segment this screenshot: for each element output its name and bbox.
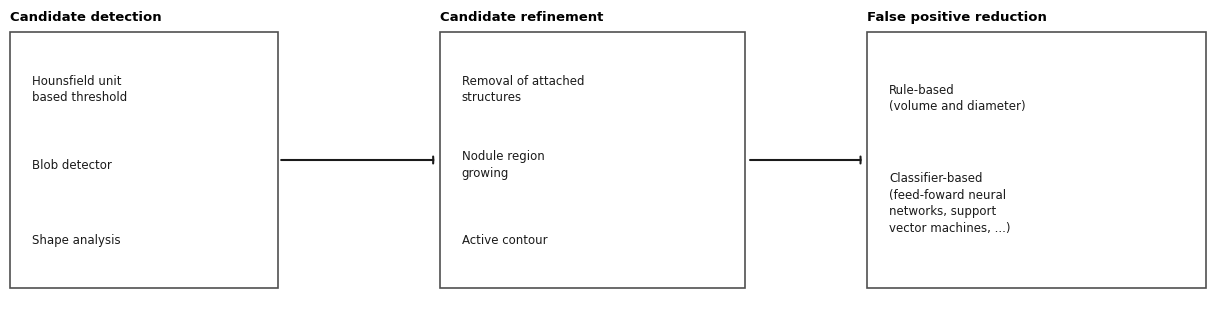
Text: Rule-based
(volume and diameter): Rule-based (volume and diameter) [889, 84, 1026, 113]
Bar [867, 32, 1206, 288]
Bar [10, 32, 278, 288]
Text: Active contour: Active contour [462, 234, 547, 247]
Text: False positive reduction: False positive reduction [867, 11, 1046, 24]
Text: Classifier-based
(feed-foward neural
networks, support
vector machines, ...): Classifier-based (feed-foward neural net… [889, 172, 1011, 235]
Text: Candidate refinement: Candidate refinement [440, 11, 603, 24]
Text: Nodule region
growing: Nodule region growing [462, 150, 545, 180]
Text: Shape analysis: Shape analysis [32, 234, 121, 247]
Bar [440, 32, 745, 288]
Text: Hounsfield unit
based threshold: Hounsfield unit based threshold [32, 75, 127, 104]
Text: Removal of attached
structures: Removal of attached structures [462, 75, 584, 104]
Text: Candidate detection: Candidate detection [10, 11, 161, 24]
Text: Blob detector: Blob detector [32, 159, 111, 172]
